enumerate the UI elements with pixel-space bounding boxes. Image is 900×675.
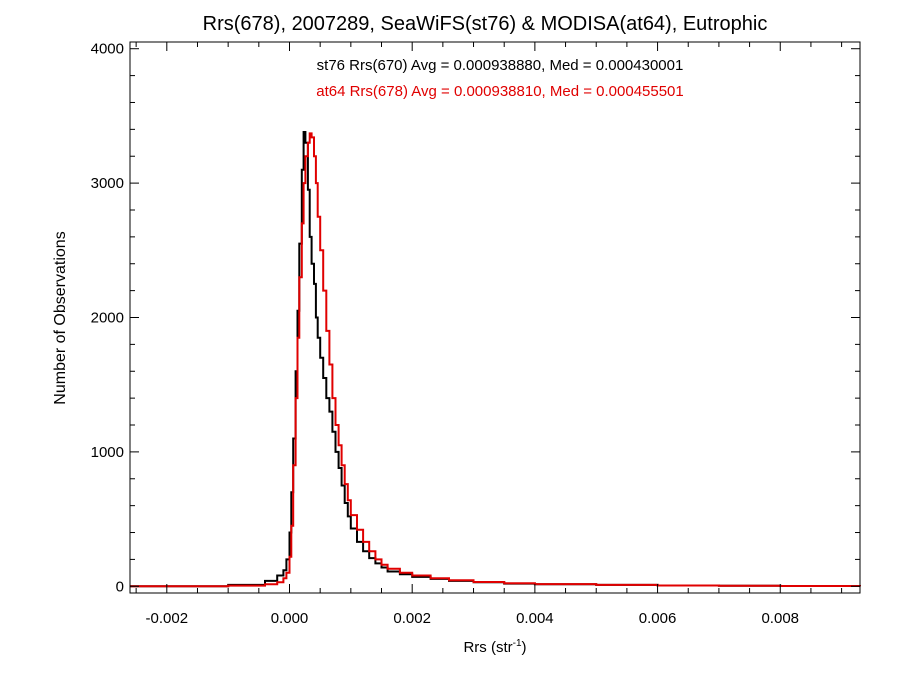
x-tick-label: 0.002 <box>393 610 431 627</box>
series-line-0 <box>130 131 861 588</box>
chart-title: Rrs(678), 2007289, SeaWiFS(st76) & MODIS… <box>203 13 768 35</box>
series-annotation-st76: st76 Rrs(670) Avg = 0.000938880, Med = 0… <box>317 57 684 74</box>
x-tick-label: 0.004 <box>516 610 554 627</box>
y-tick-label: 4000 <box>91 41 124 58</box>
x-axis-label-tail: ) <box>522 639 527 656</box>
plot-frame <box>129 41 861 594</box>
x-tick-label: -0.002 <box>146 610 189 627</box>
x-axis-label-superscript: -1 <box>513 638 522 649</box>
axis-ticks: -0.002 0.000 0.002 0.004 0.006 0.008 0 1000 2000… <box>91 41 860 627</box>
y-tick-label: 2000 <box>91 310 124 327</box>
x-tick-label: 0.008 <box>761 610 799 627</box>
y-axis-label: Number of Observations <box>52 231 69 404</box>
y-tick-label: 0 <box>116 578 124 595</box>
x-axis-label: Rrs (str-1) <box>463 638 526 656</box>
x-tick-label: 0.000 <box>271 610 309 627</box>
plot-series <box>130 131 861 588</box>
series-annotation-at64: at64 Rrs(678) Avg = 0.000938810, Med = 0… <box>316 83 684 100</box>
series-line-1 <box>130 132 861 588</box>
y-tick-label: 3000 <box>91 175 124 192</box>
y-tick-label: 1000 <box>91 444 124 461</box>
x-tick-label: 0.006 <box>639 610 677 627</box>
x-axis-label-main: Rrs (str <box>463 639 512 656</box>
